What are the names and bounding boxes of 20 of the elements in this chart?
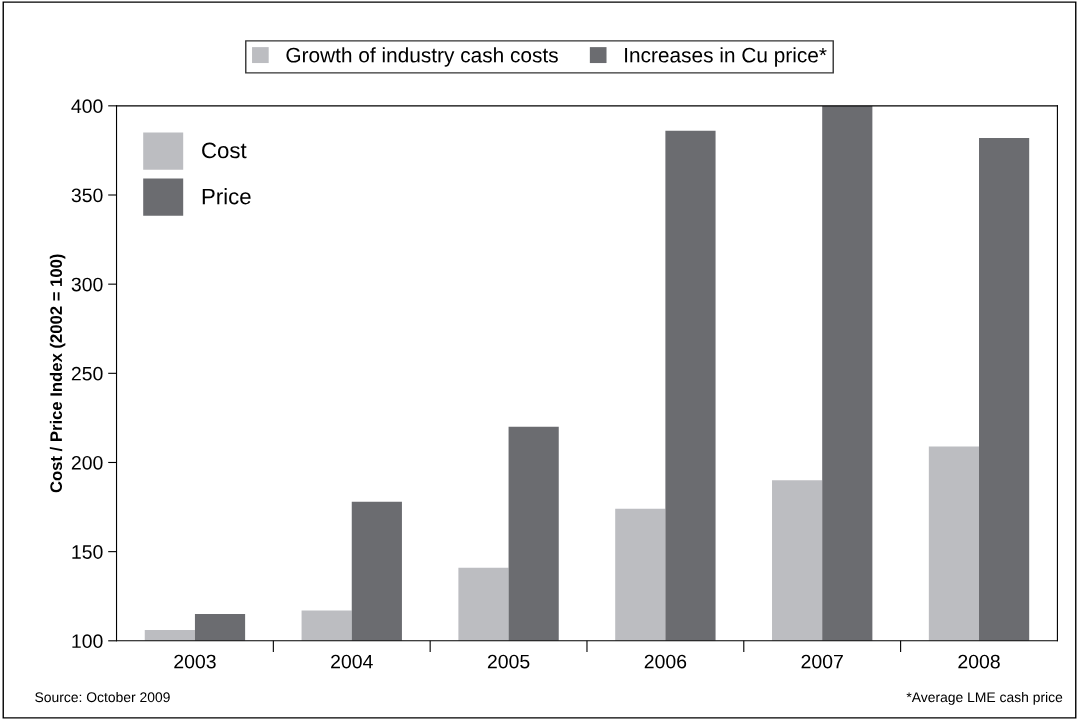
legend-label: Cost [202, 142, 247, 159]
y-tick-label: 300 [71, 277, 103, 292]
y-tick-label: 200 [71, 455, 103, 470]
x-tick-label: 2007 [801, 654, 843, 669]
x-tick-label: 2003 [174, 654, 216, 669]
y-tick-label: 150 [72, 545, 103, 559]
y-axis-title: Cost / Price Index (2002 = 100) [49, 254, 66, 493]
source-note: Source: October 2009 [35, 691, 170, 703]
x-tick-label: 2005 [487, 654, 530, 669]
text: Growth of industry cash costs [286, 47, 558, 67]
y-tick-label: 400 [71, 99, 103, 114]
x-tick-label: 2006 [644, 654, 687, 669]
y-tick-label: 100 [72, 634, 103, 649]
text: Increases in Cu price* [625, 47, 827, 67]
x-tick-label: 2008 [958, 654, 1000, 669]
legend-label: Price [202, 188, 251, 205]
x-tick-label: 2004 [331, 654, 373, 669]
y-tick-label: 350 [71, 188, 103, 203]
y-tick-label: 250 [71, 366, 103, 381]
text: *Average LME cash price [906, 691, 1063, 705]
